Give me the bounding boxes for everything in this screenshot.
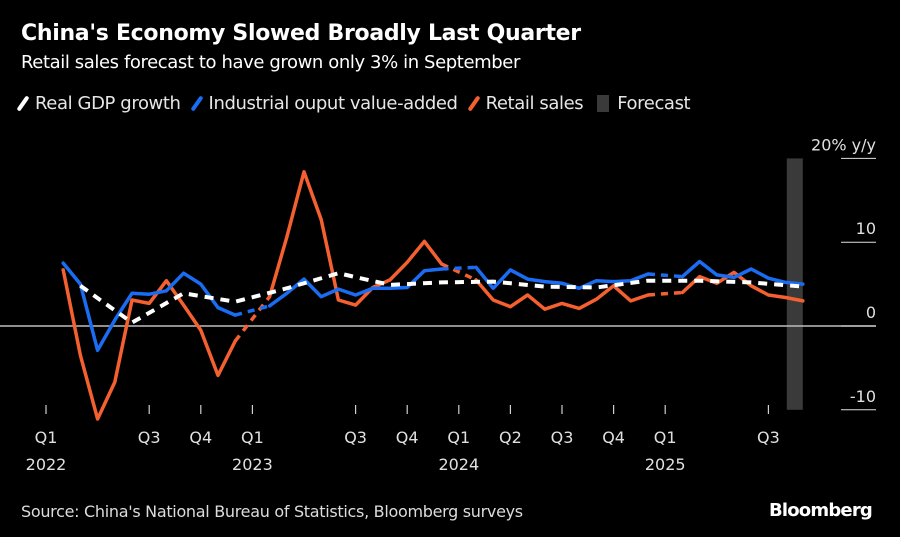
y-tick-label: 20% y/y bbox=[811, 135, 876, 154]
bloomberg-logo: Bloomberg bbox=[768, 500, 873, 521]
x-year-label: 2025 bbox=[645, 455, 686, 474]
legend-item-retail: Retail sales bbox=[467, 93, 584, 114]
x-tick-label: Q1 bbox=[35, 428, 58, 447]
x-tick-label: Q3 bbox=[757, 428, 780, 447]
retail-sales-gap-segment bbox=[233, 295, 271, 343]
x-year-label: 2024 bbox=[438, 455, 479, 474]
legend-item-forecast: Forecast bbox=[597, 93, 691, 114]
x-tick-label: Q1 bbox=[447, 428, 470, 447]
x-tick-label: Q4 bbox=[396, 428, 419, 447]
source-note: Source: China's National Bureau of Stati… bbox=[21, 502, 523, 521]
chart-title: China's Economy Slowed Broadly Last Quar… bbox=[21, 21, 581, 46]
industrial-output-gap-segment bbox=[234, 304, 271, 317]
chart-subtitle: Retail sales forecast to have grown only… bbox=[21, 52, 520, 73]
forecast-swatch-icon bbox=[597, 95, 610, 112]
industrial-output-gap-segment bbox=[441, 265, 477, 271]
x-tick-label: Q3 bbox=[138, 428, 161, 447]
y-tick-label: 10 bbox=[856, 219, 876, 238]
retail-sales-line-segment bbox=[61, 268, 237, 421]
legend: Real GDP growth Industrial ouput value-a… bbox=[16, 93, 704, 114]
x-year-label: 2023 bbox=[232, 455, 273, 474]
industrial-output-gap-segment bbox=[647, 272, 683, 279]
retail-sales-line-segment bbox=[680, 270, 805, 303]
x-year-label: 2022 bbox=[26, 455, 67, 474]
retail-sales-gap-segment bbox=[647, 290, 683, 297]
industrial-output-line-segment bbox=[267, 267, 444, 308]
retail-sales-gap-segment bbox=[440, 262, 477, 282]
x-tick-label: Q4 bbox=[189, 428, 212, 447]
industrial-output-line-segment bbox=[61, 261, 237, 353]
y-tick-label: 0 bbox=[866, 303, 876, 322]
x-tick-label: Q3 bbox=[344, 428, 367, 447]
legend-label: Retail sales bbox=[485, 93, 584, 114]
x-tick-label: Q3 bbox=[551, 428, 574, 447]
x-tick-label: Q1 bbox=[654, 428, 677, 447]
industrial-output-line-segment bbox=[680, 259, 805, 286]
legend-label: Real GDP growth bbox=[35, 93, 181, 114]
x-tick-label: Q4 bbox=[602, 428, 625, 447]
y-tick-label: -10 bbox=[850, 387, 876, 406]
legend-item-gdp: Real GDP growth bbox=[16, 93, 181, 114]
legend-label: Forecast bbox=[617, 93, 691, 114]
legend-item-industrial: Industrial ouput value-added bbox=[190, 93, 458, 114]
legend-label: Industrial ouput value-added bbox=[208, 93, 458, 114]
x-tick-label: Q1 bbox=[241, 428, 264, 447]
x-tick-label: Q2 bbox=[499, 428, 522, 447]
